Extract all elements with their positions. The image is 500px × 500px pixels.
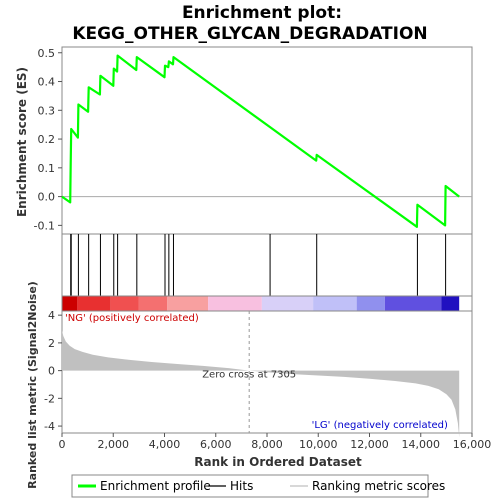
es-ytick-label: 0.1 (38, 162, 56, 175)
es-ytick-label: -0.1 (34, 219, 55, 232)
color-bar-segment (62, 296, 78, 311)
metric-ytick-label: 4 (48, 309, 55, 322)
metric-ytick-label: -2 (44, 392, 55, 405)
hits-panel (61, 233, 473, 312)
zero-cross-label: Zero cross at 7305 (202, 370, 296, 381)
color-bar-segment (167, 296, 209, 311)
xtick-label: 10,000 (299, 438, 338, 451)
xtick-label: 6,000 (200, 438, 232, 451)
positive-correlation-label: 'NG' (positively correlated) (65, 313, 199, 324)
enrichment-profile-line (61, 54, 460, 228)
es-ytick-label: 0.2 (38, 133, 56, 146)
color-bar-segment (138, 296, 168, 311)
metric-xlabel: Rank in Ordered Dataset (194, 455, 362, 469)
es-ytick-label: 0.5 (38, 47, 56, 60)
metric-ytick-label: 2 (48, 337, 55, 350)
metric-ytick-label: 0 (48, 365, 55, 378)
legend-label: Ranking metric scores (312, 479, 445, 493)
es-plot-frame (61, 46, 473, 235)
color-bar-segment (384, 296, 442, 311)
xtick-label: 12,000 (350, 438, 389, 451)
xtick-label: 16,000 (453, 438, 492, 451)
xtick-label: 4,000 (149, 438, 181, 451)
metric-panel: Zero cross at 7305 'NG' (positively corre… (44, 309, 491, 451)
xtick-label: 2,000 (98, 438, 130, 451)
es-ytick-label: 0.4 (38, 76, 56, 89)
xtick-label: 14,000 (402, 438, 441, 451)
legend: Enrichment profile Hits Ranking metric sco… (71, 474, 445, 498)
xtick-label: 8,000 (251, 438, 283, 451)
legend-frame (71, 474, 429, 498)
legend-label: Hits (230, 479, 253, 493)
negative-correlation-label: 'LG' (negatively correlated) (312, 420, 448, 431)
metric-ytick-label: -4 (44, 420, 55, 433)
color-bar-segment (110, 296, 139, 311)
es-panel: -0.1 0.0 0.1 0.2 0.3 0.4 0.5 (34, 46, 473, 235)
color-bar-segment (441, 296, 460, 311)
color-bar-segment (208, 296, 262, 311)
es-ylabel: Enrichment score (ES) (15, 67, 29, 217)
es-ytick-label: 0.3 (38, 104, 56, 117)
chart-title-line1: Enrichment plot: (182, 3, 342, 23)
legend-label: Enrichment profile (100, 479, 211, 493)
es-ytick-label: 0.0 (38, 191, 56, 204)
hits-frame (61, 233, 473, 297)
xtick-label: 0 (59, 438, 66, 451)
metric-ylabel: Ranked list metric (Signal2Noise) (26, 281, 39, 489)
color-bar-segment (261, 296, 314, 311)
color-bar-segment (77, 296, 111, 311)
color-bar-segment (356, 296, 385, 311)
color-bar-segment (313, 296, 357, 311)
chart-title-line2: KEGG_OTHER_GLYCAN_DEGRADATION (72, 24, 427, 44)
